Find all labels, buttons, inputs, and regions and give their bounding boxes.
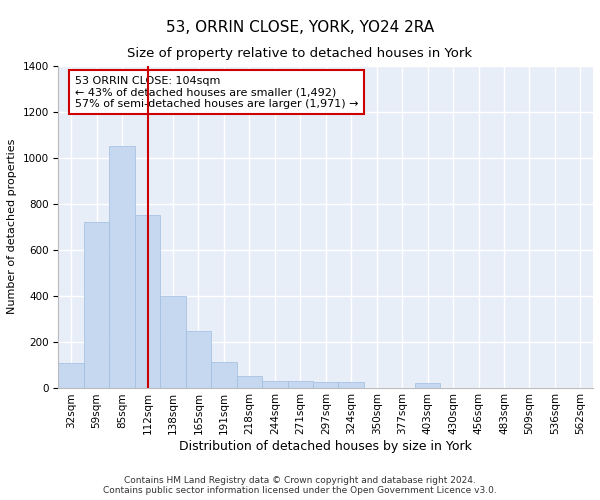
Bar [287,380,313,388]
Bar [415,383,440,388]
X-axis label: Distribution of detached houses by size in York: Distribution of detached houses by size … [179,440,472,453]
Bar [211,362,236,388]
Text: 53, ORRIN CLOSE, YORK, YO24 2RA: 53, ORRIN CLOSE, YORK, YO24 2RA [166,20,434,35]
Bar [186,331,211,388]
Bar [338,382,364,388]
Bar [84,222,109,388]
Y-axis label: Number of detached properties: Number of detached properties [7,139,17,314]
Bar [109,146,135,388]
Bar [58,364,84,388]
Text: Size of property relative to detached houses in York: Size of property relative to detached ho… [127,48,473,60]
Text: 53 ORRIN CLOSE: 104sqm
← 43% of detached houses are smaller (1,492)
57% of semi-: 53 ORRIN CLOSE: 104sqm ← 43% of detached… [74,76,358,109]
Text: Contains HM Land Registry data © Crown copyright and database right 2024.
Contai: Contains HM Land Registry data © Crown c… [103,476,497,495]
Bar [160,296,186,388]
Bar [135,215,160,388]
Bar [262,380,287,388]
Bar [313,382,338,388]
Bar [236,376,262,388]
